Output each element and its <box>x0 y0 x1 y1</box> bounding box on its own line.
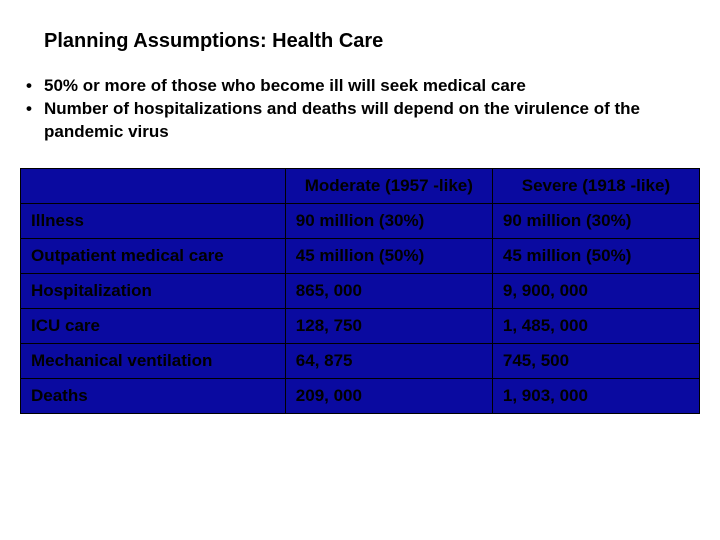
table-row: ICU care 128, 750 1, 485, 000 <box>21 308 700 343</box>
cell-moderate: 128, 750 <box>285 308 492 343</box>
cell-severe: 9, 900, 000 <box>492 273 699 308</box>
row-label: Hospitalization <box>21 273 286 308</box>
table-header-moderate: Moderate (1957 -like) <box>285 168 492 203</box>
table-header-blank <box>21 168 286 203</box>
table-row: Deaths 209, 000 1, 903, 000 <box>21 378 700 413</box>
cell-moderate: 64, 875 <box>285 343 492 378</box>
bullet-item: Number of hospitalizations and deaths wi… <box>20 98 700 144</box>
assumptions-table: Moderate (1957 -like) Severe (1918 -like… <box>20 168 700 414</box>
cell-moderate: 45 million (50%) <box>285 238 492 273</box>
cell-severe: 745, 500 <box>492 343 699 378</box>
cell-severe: 90 million (30%) <box>492 203 699 238</box>
table-row: Illness 90 million (30%) 90 million (30%… <box>21 203 700 238</box>
cell-moderate: 209, 000 <box>285 378 492 413</box>
row-label: Deaths <box>21 378 286 413</box>
row-label: Mechanical ventilation <box>21 343 286 378</box>
table-row: Hospitalization 865, 000 9, 900, 000 <box>21 273 700 308</box>
cell-moderate: 90 million (30%) <box>285 203 492 238</box>
cell-moderate: 865, 000 <box>285 273 492 308</box>
bullet-item: 50% or more of those who become ill will… <box>20 75 700 98</box>
bullet-list: 50% or more of those who become ill will… <box>20 75 700 144</box>
row-label: Outpatient medical care <box>21 238 286 273</box>
cell-severe: 1, 485, 000 <box>492 308 699 343</box>
cell-severe: 45 million (50%) <box>492 238 699 273</box>
row-label: ICU care <box>21 308 286 343</box>
cell-severe: 1, 903, 000 <box>492 378 699 413</box>
row-label: Illness <box>21 203 286 238</box>
table-row: Mechanical ventilation 64, 875 745, 500 <box>21 343 700 378</box>
table-header-severe: Severe (1918 -like) <box>492 168 699 203</box>
table-header-row: Moderate (1957 -like) Severe (1918 -like… <box>21 168 700 203</box>
page-title: Planning Assumptions: Health Care <box>44 30 700 53</box>
table-row: Outpatient medical care 45 million (50%)… <box>21 238 700 273</box>
